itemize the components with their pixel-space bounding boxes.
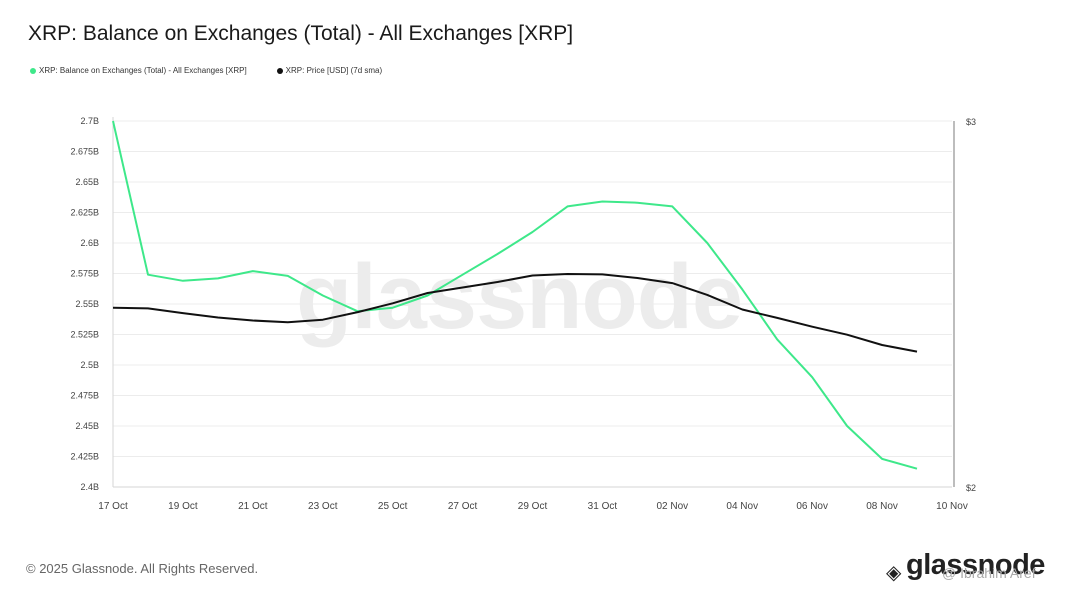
x-tick-label: 10 Nov bbox=[936, 501, 968, 512]
chart-title: XRP: Balance on Exchanges (Total) - All … bbox=[28, 22, 574, 45]
y-tick-label: 2.675B bbox=[70, 147, 99, 157]
x-tick-label: 23 Oct bbox=[308, 501, 338, 512]
x-tick-label: 31 Oct bbox=[588, 501, 618, 512]
y-tick-label: 2.45B bbox=[75, 421, 99, 431]
overlay-watermark: @ Ibrahim Aref bbox=[942, 565, 1036, 581]
x-tick-label: 19 Oct bbox=[168, 501, 198, 512]
x-tick-label: 04 Nov bbox=[726, 501, 758, 512]
copyright-text: © 2025 Glassnode. All Rights Reserved. bbox=[26, 561, 259, 576]
y-tick-label: 2.7B bbox=[80, 116, 99, 126]
y-tick-label: 2.5B bbox=[80, 360, 99, 370]
legend: XRP: Balance on Exchanges (Total) - All … bbox=[30, 66, 382, 75]
y-tick-label: 2.6B bbox=[80, 238, 99, 248]
x-tick-label: 27 Oct bbox=[448, 501, 478, 512]
x-tick-label: 21 Oct bbox=[238, 501, 268, 512]
y-tick-label: 2.475B bbox=[70, 391, 99, 401]
legend-dot-balance bbox=[30, 67, 36, 74]
x-tick-label: 25 Oct bbox=[378, 501, 408, 512]
y2-tick-label: $3 bbox=[966, 117, 976, 127]
watermark: glassnode bbox=[296, 246, 743, 348]
x-tick-label: 29 Oct bbox=[518, 501, 548, 512]
y-tick-label: 2.525B bbox=[70, 330, 99, 340]
x-tick-label: 02 Nov bbox=[656, 501, 688, 512]
y-tick-label: 2.4B bbox=[80, 482, 99, 492]
glassnode-logo-icon: ◈ bbox=[886, 562, 902, 584]
series-line-balance bbox=[112, 120, 918, 470]
y-tick-label: 2.65B bbox=[75, 177, 99, 187]
x-tick-label: 06 Nov bbox=[796, 501, 828, 512]
y-tick-label: 2.625B bbox=[70, 208, 99, 218]
legend-item-balance[interactable]: XRP: Balance on Exchanges (Total) - All … bbox=[30, 66, 247, 75]
y-tick-label: 2.425B bbox=[70, 452, 99, 462]
legend-label-price: XRP: Price [USD] (7d sma) bbox=[285, 66, 383, 75]
y2-tick-label: $2 bbox=[966, 483, 976, 493]
series-line-price bbox=[112, 273, 918, 353]
y-tick-label: 2.575B bbox=[70, 269, 99, 279]
y-tick-label: 2.55B bbox=[75, 299, 99, 309]
legend-dot-price bbox=[276, 67, 283, 74]
x-tick-label: 08 Nov bbox=[866, 501, 898, 512]
brand-logo: glassnode bbox=[906, 549, 1045, 581]
x-tick-label: 17 Oct bbox=[98, 501, 128, 512]
legend-item-price[interactable]: XRP: Price [USD] (7d sma) bbox=[276, 66, 383, 75]
legend-label-balance: XRP: Balance on Exchanges (Total) - All … bbox=[39, 66, 247, 75]
